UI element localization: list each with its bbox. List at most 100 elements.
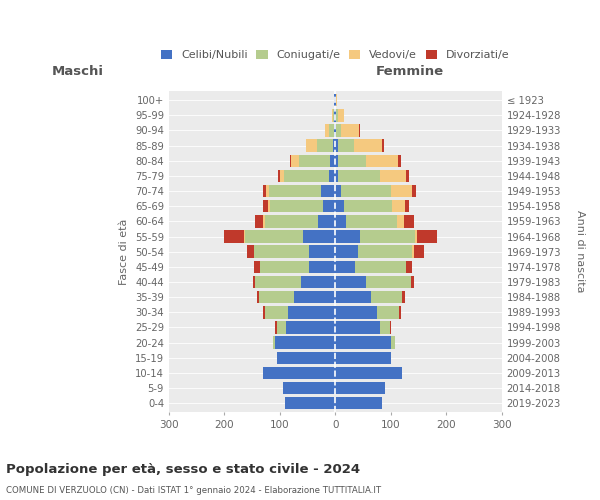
Bar bbox=[335, 306, 377, 318]
Bar bbox=[404, 200, 409, 212]
Bar bbox=[329, 170, 335, 182]
Bar bbox=[338, 109, 344, 122]
Bar bbox=[406, 260, 412, 273]
Bar bbox=[317, 215, 335, 228]
Bar bbox=[335, 260, 355, 273]
Bar bbox=[332, 109, 333, 122]
Bar bbox=[308, 260, 335, 273]
Bar bbox=[355, 260, 406, 273]
Bar bbox=[412, 276, 414, 288]
Bar bbox=[382, 140, 383, 152]
Bar bbox=[412, 246, 413, 258]
Bar bbox=[366, 276, 412, 288]
Bar bbox=[275, 322, 277, 334]
Bar bbox=[253, 276, 256, 288]
Bar bbox=[278, 170, 280, 182]
Bar bbox=[391, 336, 395, 349]
Bar bbox=[269, 185, 322, 198]
Bar bbox=[263, 215, 265, 228]
Bar bbox=[333, 109, 334, 122]
Bar bbox=[291, 154, 299, 167]
Text: Popolazione per età, sesso e stato civile - 2024: Popolazione per età, sesso e stato civil… bbox=[6, 462, 360, 475]
Bar bbox=[286, 397, 335, 409]
Bar bbox=[265, 306, 288, 318]
Bar bbox=[335, 185, 341, 198]
Bar bbox=[359, 124, 360, 136]
Bar bbox=[335, 170, 338, 182]
Y-axis label: Fasce di età: Fasce di età bbox=[119, 218, 130, 285]
Bar bbox=[224, 230, 244, 243]
Bar bbox=[284, 170, 329, 182]
Bar bbox=[299, 154, 330, 167]
Bar bbox=[335, 352, 391, 364]
Bar bbox=[335, 322, 380, 334]
Bar bbox=[325, 124, 329, 136]
Bar bbox=[268, 200, 271, 212]
Bar bbox=[335, 140, 338, 152]
Bar bbox=[346, 215, 397, 228]
Bar bbox=[263, 306, 265, 318]
Bar bbox=[380, 170, 406, 182]
Bar bbox=[341, 124, 359, 136]
Bar bbox=[330, 154, 335, 167]
Text: COMUNE DI VERZUOLO (CN) - Dati ISTAT 1° gennaio 2024 - Elaborazione TUTTITALIA.I: COMUNE DI VERZUOLO (CN) - Dati ISTAT 1° … bbox=[6, 486, 381, 495]
Bar bbox=[358, 246, 412, 258]
Bar bbox=[418, 230, 437, 243]
Bar bbox=[271, 200, 323, 212]
Y-axis label: Anni di nascita: Anni di nascita bbox=[575, 210, 585, 293]
Bar bbox=[335, 124, 337, 136]
Bar bbox=[406, 170, 409, 182]
Bar bbox=[303, 230, 335, 243]
Bar bbox=[259, 291, 294, 304]
Bar bbox=[338, 170, 380, 182]
Bar bbox=[336, 94, 337, 106]
Bar bbox=[283, 382, 335, 394]
Bar bbox=[277, 352, 335, 364]
Bar bbox=[366, 154, 398, 167]
Bar bbox=[392, 200, 404, 212]
Bar bbox=[398, 154, 401, 167]
Bar bbox=[288, 306, 335, 318]
Bar bbox=[334, 124, 335, 136]
Bar bbox=[389, 322, 391, 334]
Bar bbox=[391, 185, 412, 198]
Bar bbox=[290, 154, 291, 167]
Bar bbox=[353, 140, 382, 152]
Bar bbox=[337, 109, 338, 122]
Bar bbox=[244, 230, 245, 243]
Bar bbox=[341, 185, 391, 198]
Bar bbox=[308, 246, 335, 258]
Bar bbox=[306, 140, 317, 152]
Bar bbox=[280, 170, 284, 182]
Bar bbox=[329, 124, 334, 136]
Text: Femmine: Femmine bbox=[376, 65, 444, 78]
Bar bbox=[247, 246, 254, 258]
Bar bbox=[254, 260, 260, 273]
Bar bbox=[263, 185, 266, 198]
Bar bbox=[334, 94, 335, 106]
Bar bbox=[335, 382, 385, 394]
Bar bbox=[335, 246, 358, 258]
Bar bbox=[317, 140, 332, 152]
Bar bbox=[272, 336, 275, 349]
Bar bbox=[371, 291, 402, 304]
Bar bbox=[397, 215, 404, 228]
Bar bbox=[335, 200, 344, 212]
Bar bbox=[254, 246, 308, 258]
Text: Maschi: Maschi bbox=[52, 65, 103, 78]
Bar bbox=[294, 291, 335, 304]
Bar bbox=[245, 230, 303, 243]
Bar bbox=[335, 366, 402, 379]
Bar bbox=[257, 291, 259, 304]
Bar bbox=[255, 215, 263, 228]
Bar bbox=[335, 336, 391, 349]
Bar bbox=[380, 322, 389, 334]
Bar bbox=[335, 215, 346, 228]
Bar bbox=[286, 322, 335, 334]
Bar bbox=[260, 260, 308, 273]
Bar bbox=[335, 230, 360, 243]
Legend: Celibi/Nubili, Coniugati/e, Vedovi/e, Divorziati/e: Celibi/Nubili, Coniugati/e, Vedovi/e, Di… bbox=[157, 45, 514, 64]
Bar bbox=[415, 230, 418, 243]
Bar bbox=[338, 140, 353, 152]
Bar bbox=[412, 185, 416, 198]
